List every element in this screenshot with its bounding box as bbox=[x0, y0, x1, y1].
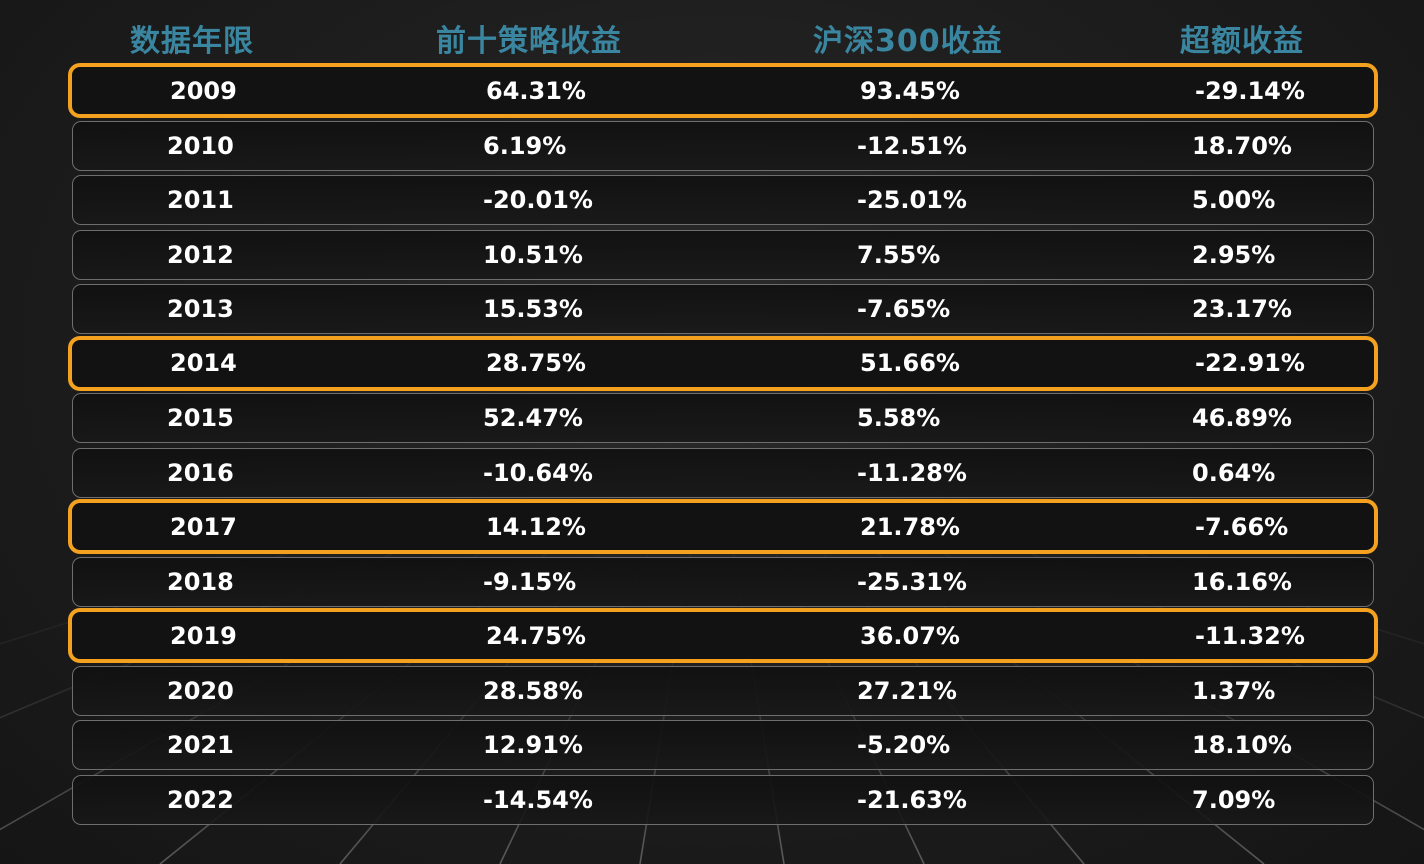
table-row: 2013 15.53% -7.65% 23.17% bbox=[72, 284, 1374, 334]
cell-excess-return: 7.09% bbox=[1192, 785, 1276, 814]
cell-excess-return: 16.16% bbox=[1192, 567, 1292, 596]
cell-strategy-return: 52.47% bbox=[483, 404, 583, 432]
cell-year: 2015 bbox=[167, 404, 234, 432]
cell-excess-return: -29.14% bbox=[1195, 76, 1305, 105]
table-row: 2021 12.91% -5.20% 18.10% bbox=[72, 720, 1374, 770]
cell-excess-return: 5.00% bbox=[1192, 186, 1276, 214]
table-row: 2012 10.51% 7.55% 2.95% bbox=[72, 229, 1374, 280]
cell-hs300-return: -12.51% bbox=[857, 131, 967, 160]
cell-strategy-return: 10.51% bbox=[483, 240, 583, 269]
cell-hs300-return: 36.07% bbox=[860, 621, 960, 650]
cell-excess-return: 0.64% bbox=[1192, 458, 1276, 487]
cell-strategy-return: 6.19% bbox=[483, 131, 567, 160]
cell-hs300-return: 51.66% bbox=[860, 349, 960, 377]
cell-strategy-return: 64.31% bbox=[486, 76, 586, 105]
header-strategy-return: 前十策略收益 bbox=[436, 24, 622, 59]
header-hs300-return: 沪深300收益 bbox=[813, 24, 1003, 59]
cell-hs300-return: -21.63% bbox=[857, 785, 967, 814]
cell-year: 2020 bbox=[167, 676, 234, 705]
cell-year: 2014 bbox=[170, 349, 237, 377]
cell-strategy-return: -14.54% bbox=[483, 785, 593, 814]
table-row: 2018 -9.15% -25.31% 16.16% bbox=[72, 556, 1374, 607]
header-excess-return: 超额收益 bbox=[1180, 24, 1304, 59]
cell-hs300-return: -5.20% bbox=[857, 731, 951, 759]
table-row: 2010 6.19% -12.51% 18.70% bbox=[72, 120, 1374, 171]
cell-year: 2012 bbox=[167, 240, 234, 269]
table-row: 2020 28.58% 27.21% 1.37% bbox=[72, 665, 1374, 716]
cell-strategy-return: -10.64% bbox=[483, 458, 593, 487]
cell-excess-return: 2.95% bbox=[1192, 240, 1276, 269]
table-row: 2016 -10.64% -11.28% 0.64% bbox=[72, 447, 1374, 498]
table-row: 2011 -20.01% -25.01% 5.00% bbox=[72, 175, 1374, 225]
table-row-highlighted: 2014 28.75% 51.66% -22.91% bbox=[68, 335, 1378, 391]
table-header: 数据年限 前十策略收益 沪深300收益 超额收益 bbox=[0, 20, 1424, 64]
cell-year: 2022 bbox=[167, 785, 234, 814]
cell-hs300-return: 21.78% bbox=[860, 512, 960, 541]
cell-year: 2019 bbox=[170, 621, 237, 650]
cell-excess-return: 18.10% bbox=[1192, 731, 1292, 759]
cell-excess-return: 46.89% bbox=[1192, 404, 1292, 432]
cell-year: 2013 bbox=[167, 295, 234, 323]
cell-year: 2017 bbox=[170, 512, 237, 541]
cell-hs300-return: -11.28% bbox=[857, 458, 967, 487]
cell-year: 2011 bbox=[167, 186, 234, 214]
cell-year: 2009 bbox=[170, 76, 237, 105]
cell-year: 2021 bbox=[167, 731, 234, 759]
cell-year: 2010 bbox=[167, 131, 234, 160]
header-year: 数据年限 bbox=[130, 24, 254, 59]
cell-hs300-return: 5.58% bbox=[857, 404, 941, 432]
table-row: 2022 -14.54% -21.63% 7.09% bbox=[72, 774, 1374, 825]
cell-hs300-return: -25.31% bbox=[857, 567, 967, 596]
cell-strategy-return: -9.15% bbox=[483, 567, 577, 596]
cell-strategy-return: 14.12% bbox=[486, 512, 586, 541]
cell-excess-return: -7.66% bbox=[1195, 512, 1289, 541]
cell-year: 2018 bbox=[167, 567, 234, 596]
cell-hs300-return: 27.21% bbox=[857, 676, 957, 705]
cell-hs300-return: 93.45% bbox=[860, 76, 960, 105]
cell-strategy-return: 24.75% bbox=[486, 621, 586, 650]
table-row-highlighted: 2009 64.31% 93.45% -29.14% bbox=[68, 63, 1378, 118]
table-row-highlighted: 2019 24.75% 36.07% -11.32% bbox=[68, 608, 1378, 663]
cell-strategy-return: -20.01% bbox=[483, 186, 593, 214]
cell-excess-return: 23.17% bbox=[1192, 295, 1292, 323]
cell-strategy-return: 12.91% bbox=[483, 731, 583, 759]
cell-year: 2016 bbox=[167, 458, 234, 487]
cell-hs300-return: -25.01% bbox=[857, 186, 967, 214]
cell-hs300-return: -7.65% bbox=[857, 295, 951, 323]
cell-excess-return: 1.37% bbox=[1192, 676, 1276, 705]
cell-strategy-return: 28.58% bbox=[483, 676, 583, 705]
cell-strategy-return: 15.53% bbox=[483, 295, 583, 323]
table-row: 2015 52.47% 5.58% 46.89% bbox=[72, 393, 1374, 443]
cell-hs300-return: 7.55% bbox=[857, 240, 941, 269]
cell-strategy-return: 28.75% bbox=[486, 349, 586, 377]
table-row-highlighted: 2017 14.12% 21.78% -7.66% bbox=[68, 499, 1378, 554]
cell-excess-return: 18.70% bbox=[1192, 131, 1292, 160]
cell-excess-return: -11.32% bbox=[1195, 621, 1305, 650]
cell-excess-return: -22.91% bbox=[1195, 349, 1305, 377]
